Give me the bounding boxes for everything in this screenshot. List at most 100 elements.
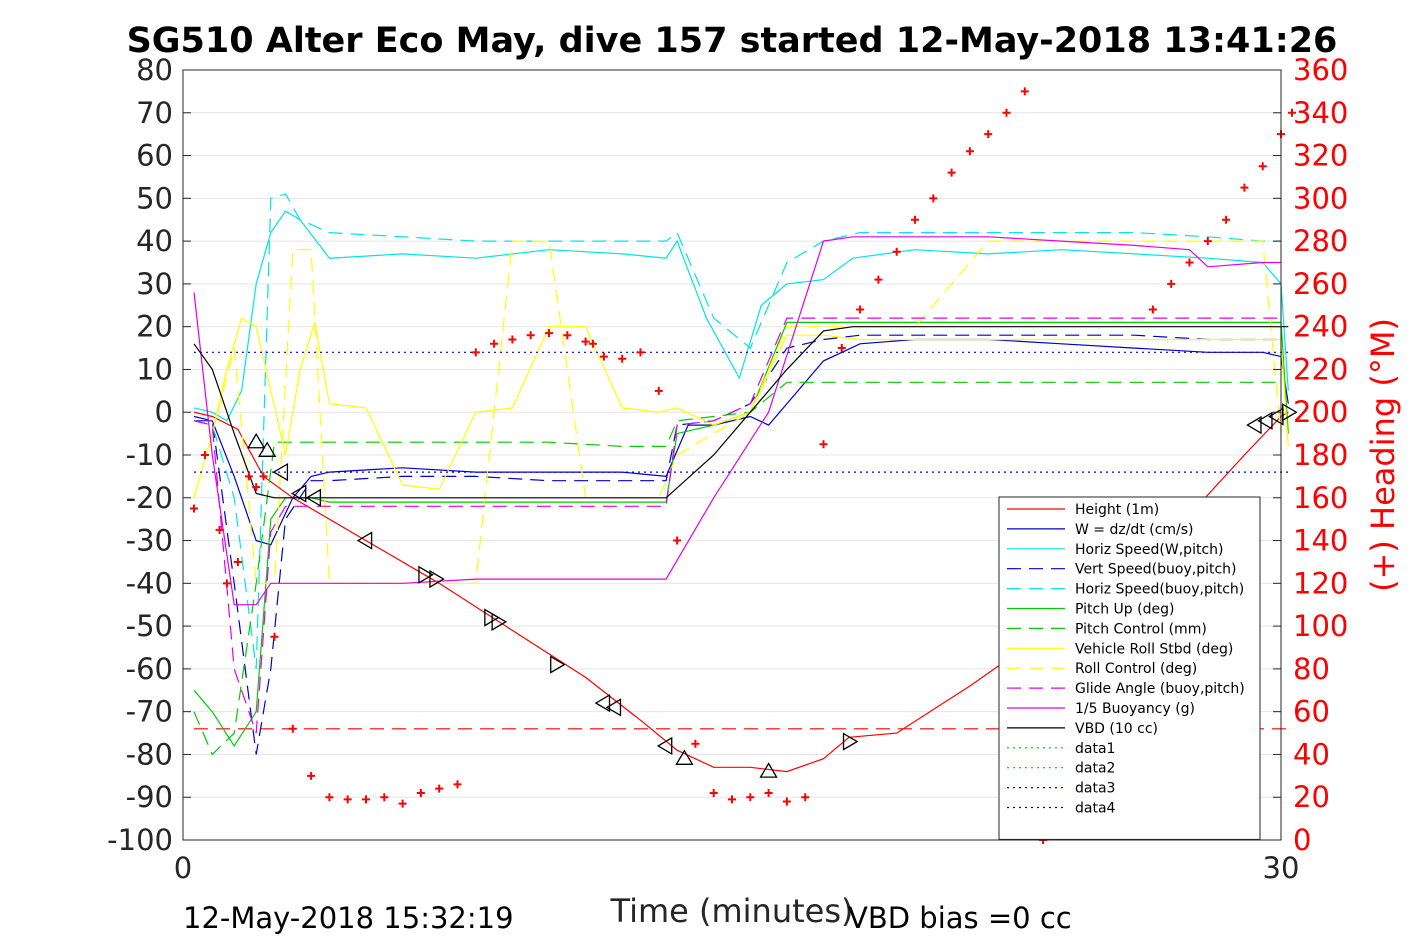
y2-tick-label: 220 (1293, 352, 1348, 386)
heading-point (1222, 215, 1231, 224)
heading-point (581, 337, 590, 346)
y-tick-label: 80 (136, 53, 173, 87)
heading-point (215, 525, 224, 534)
series-line (193, 236, 1281, 606)
heading-point (200, 451, 209, 459)
y-tick-label: -10 (126, 438, 173, 472)
y2-tick-label: 320 (1293, 139, 1348, 173)
y-tick-label: 10 (136, 352, 173, 386)
heading-point (911, 215, 919, 224)
marker-point (605, 698, 622, 717)
marker-point (272, 462, 289, 482)
marker-point (842, 732, 859, 751)
series-line (193, 326, 1289, 499)
y-tick-label: -40 (126, 566, 173, 600)
heading-point (837, 344, 846, 353)
y2-tick-label: 80 (1293, 652, 1330, 686)
heading-point (259, 472, 268, 481)
chart-title: SG510 Alter Eco May, dive 157 started 12… (127, 21, 1338, 61)
y2-tick-label: 240 (1293, 310, 1348, 344)
heading-point (398, 799, 407, 808)
y-tick-label: 0 (155, 395, 173, 429)
marker-point (1282, 403, 1298, 422)
heading-point (435, 784, 444, 793)
heading-point (764, 788, 773, 797)
marker-point (594, 693, 611, 713)
y2-tick-label: 300 (1293, 181, 1348, 215)
legend-label: Glide Angle (buoy,pitch) (1075, 681, 1245, 697)
series-line (193, 317, 1289, 498)
y2-tick-label: 260 (1293, 267, 1348, 301)
marker-point (675, 749, 694, 765)
heading-point (709, 788, 718, 797)
heading-point (1020, 87, 1029, 96)
y-tick-label: -100 (107, 823, 173, 857)
y-tick-label: 70 (136, 96, 173, 130)
y2-tick-label: 20 (1293, 780, 1330, 814)
heading-point (782, 797, 791, 806)
heading-point (270, 632, 279, 641)
marker-point (1257, 411, 1273, 430)
heading-point (947, 168, 956, 177)
heading-point (288, 724, 297, 733)
heading-point (471, 348, 480, 357)
series-line (194, 338, 1289, 546)
legend-label: Vehicle Roll Stbd (deg) (1075, 641, 1233, 657)
heading-point (874, 275, 883, 284)
heading-point (618, 354, 627, 363)
heading-point (654, 386, 663, 395)
legend-label: Horiz Speed(W,pitch) (1075, 542, 1223, 558)
legend-label: 1/5 Buoyancy (g) (1075, 701, 1195, 717)
heading-point (1258, 162, 1267, 171)
heading-point (746, 793, 755, 802)
heading-point (416, 788, 425, 797)
legend-label: Pitch Control (mm) (1075, 621, 1207, 637)
heading-point (691, 739, 700, 748)
heading-point (189, 504, 198, 513)
y-tick-label: -90 (126, 780, 173, 814)
y2-tick-label: 280 (1293, 224, 1348, 258)
y-tick-label: -80 (126, 737, 173, 771)
y-tick-label: -60 (126, 652, 173, 686)
y-tick-label: -30 (126, 524, 173, 558)
y-tick-label: 20 (136, 310, 173, 344)
heading-point (728, 795, 736, 804)
series-line (193, 321, 1289, 748)
marker-point (418, 565, 434, 584)
marker-point (1246, 415, 1262, 435)
heading-point (856, 305, 865, 314)
legend-label: Horiz Speed(buoy,pitch) (1075, 582, 1244, 598)
heading-point (563, 331, 572, 340)
heading-point (1167, 279, 1176, 288)
heading-point (965, 147, 974, 156)
heading-point (343, 795, 352, 804)
legend-label: data4 (1075, 801, 1116, 817)
marker-point (429, 569, 445, 589)
heading-point (252, 483, 261, 492)
heading-point (1002, 108, 1011, 117)
legend-label: VBD (10 cc) (1075, 721, 1158, 737)
y2-tick-label: 60 (1293, 695, 1330, 729)
heading-point (1203, 237, 1212, 246)
x-tick-label: 30 (1263, 851, 1300, 885)
legend-label: Height (1m) (1075, 502, 1159, 518)
marker-series (247, 403, 1298, 778)
heading-point (588, 339, 597, 348)
heading-point (929, 194, 938, 203)
y2-tick-label: 340 (1293, 96, 1348, 130)
heading-point (599, 352, 608, 361)
heading-point (1185, 258, 1194, 267)
heading-point (673, 536, 682, 545)
legend-label: Vert Speed(buoy,pitch) (1075, 562, 1237, 578)
series-line (193, 317, 1281, 734)
heading-point (984, 130, 993, 139)
heading-point (636, 348, 645, 357)
legend-label: data2 (1075, 761, 1115, 777)
heading-point (490, 339, 499, 348)
y-tick-label: 30 (136, 267, 173, 301)
y2-tick-label: 200 (1293, 395, 1348, 429)
y2-tick-label: 360 (1293, 53, 1348, 87)
y2-axis-label: (+) Heading (°M) (1364, 318, 1402, 592)
x-tick-label: 0 (174, 851, 192, 885)
